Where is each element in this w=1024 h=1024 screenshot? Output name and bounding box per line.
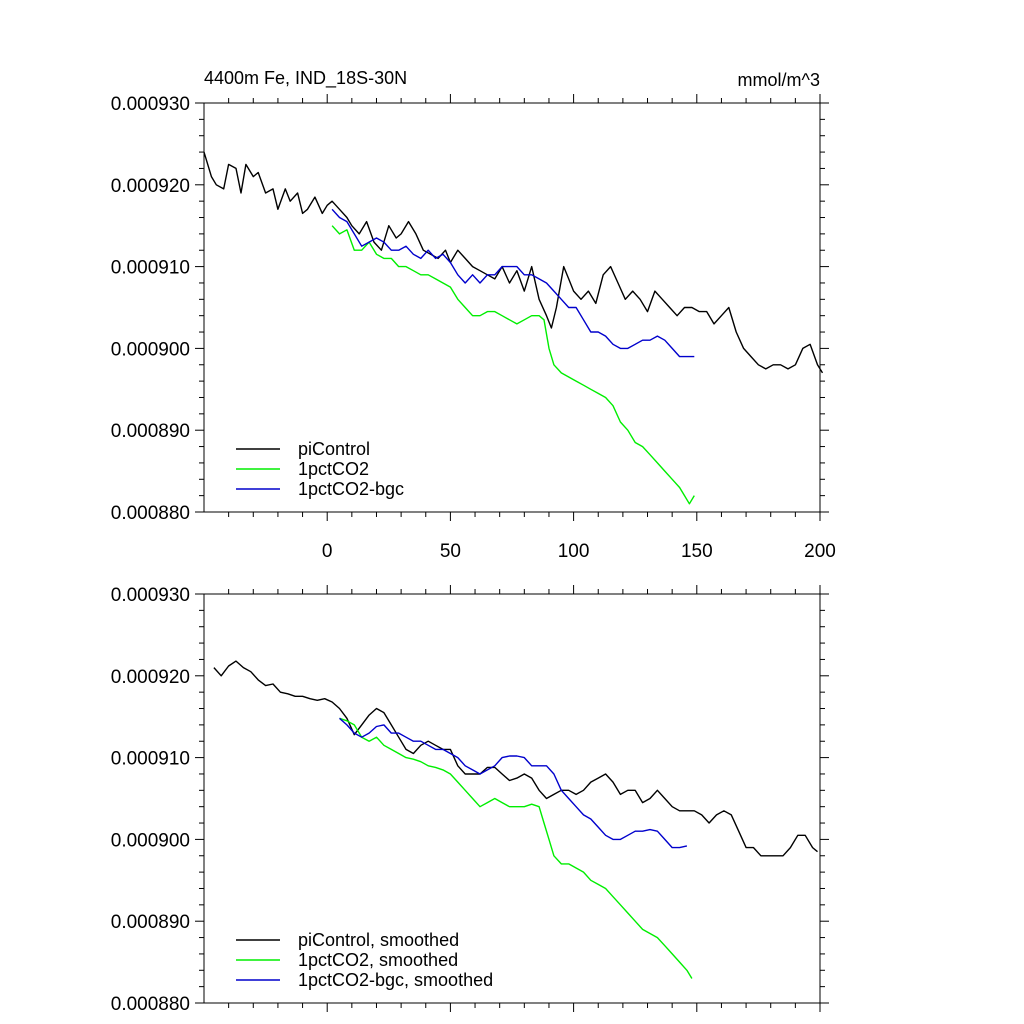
x-tick-label: 200 [804, 541, 836, 562]
x-tick-label: 50 [440, 541, 461, 562]
series-line-1pctco2 [331, 225, 695, 505]
y-tick-label: 0.000900 [111, 830, 190, 851]
series-line-1pctco2-bgc [331, 208, 695, 358]
y-tick-label: 0.000890 [111, 912, 190, 933]
legend-label: 1pctCO2-bgc [298, 479, 404, 499]
y-tick-label: 0.000900 [111, 339, 190, 360]
legend-label: piControl [298, 439, 370, 459]
legend-label: piControl, smoothed [298, 930, 459, 950]
y-tick-label: 0.000910 [111, 258, 190, 279]
y-tick-label: 0.000920 [111, 176, 190, 197]
x-tick-label: 100 [558, 541, 590, 562]
legend-label: 1pctCO2-bgc, smoothed [298, 970, 493, 990]
y-tick-label: 0.000890 [111, 421, 190, 442]
plot-frame [203, 102, 821, 513]
y-tick-label: 0.000930 [111, 94, 190, 115]
series-line-picontrol [203, 151, 824, 374]
y-tick-label: 0.000930 [111, 585, 190, 606]
y-tick-label: 0.000920 [111, 667, 190, 688]
chart-panel-1: 0.000930 0.000920 0.000910 0.000900 0.000890… [111, 94, 836, 562]
units-label: mmol/m^3 [738, 70, 820, 90]
series-line-picontrol-smoothed [213, 660, 818, 857]
y-tick-label: 0.000880 [111, 503, 190, 524]
series-line-1pctco2-smoothed [339, 717, 693, 979]
plot-frame [203, 593, 821, 1004]
legend-label: 1pctCO2, smoothed [298, 950, 458, 970]
chart-title: 4400m Fe, IND_18S-30N [204, 68, 407, 89]
y-tick-label: 0.000910 [111, 749, 190, 770]
chart-panel-2: 0.000930 0.000920 0.000910 0.000900 0.000890… [111, 585, 829, 1015]
x-tick-label: 150 [681, 541, 713, 562]
y-tick-label: 0.000880 [111, 994, 190, 1015]
legend-label: 1pctCO2 [298, 459, 369, 479]
series-line-1pctco2-bgc-smoothed [339, 717, 688, 849]
x-tick-label: 0 [322, 541, 333, 562]
